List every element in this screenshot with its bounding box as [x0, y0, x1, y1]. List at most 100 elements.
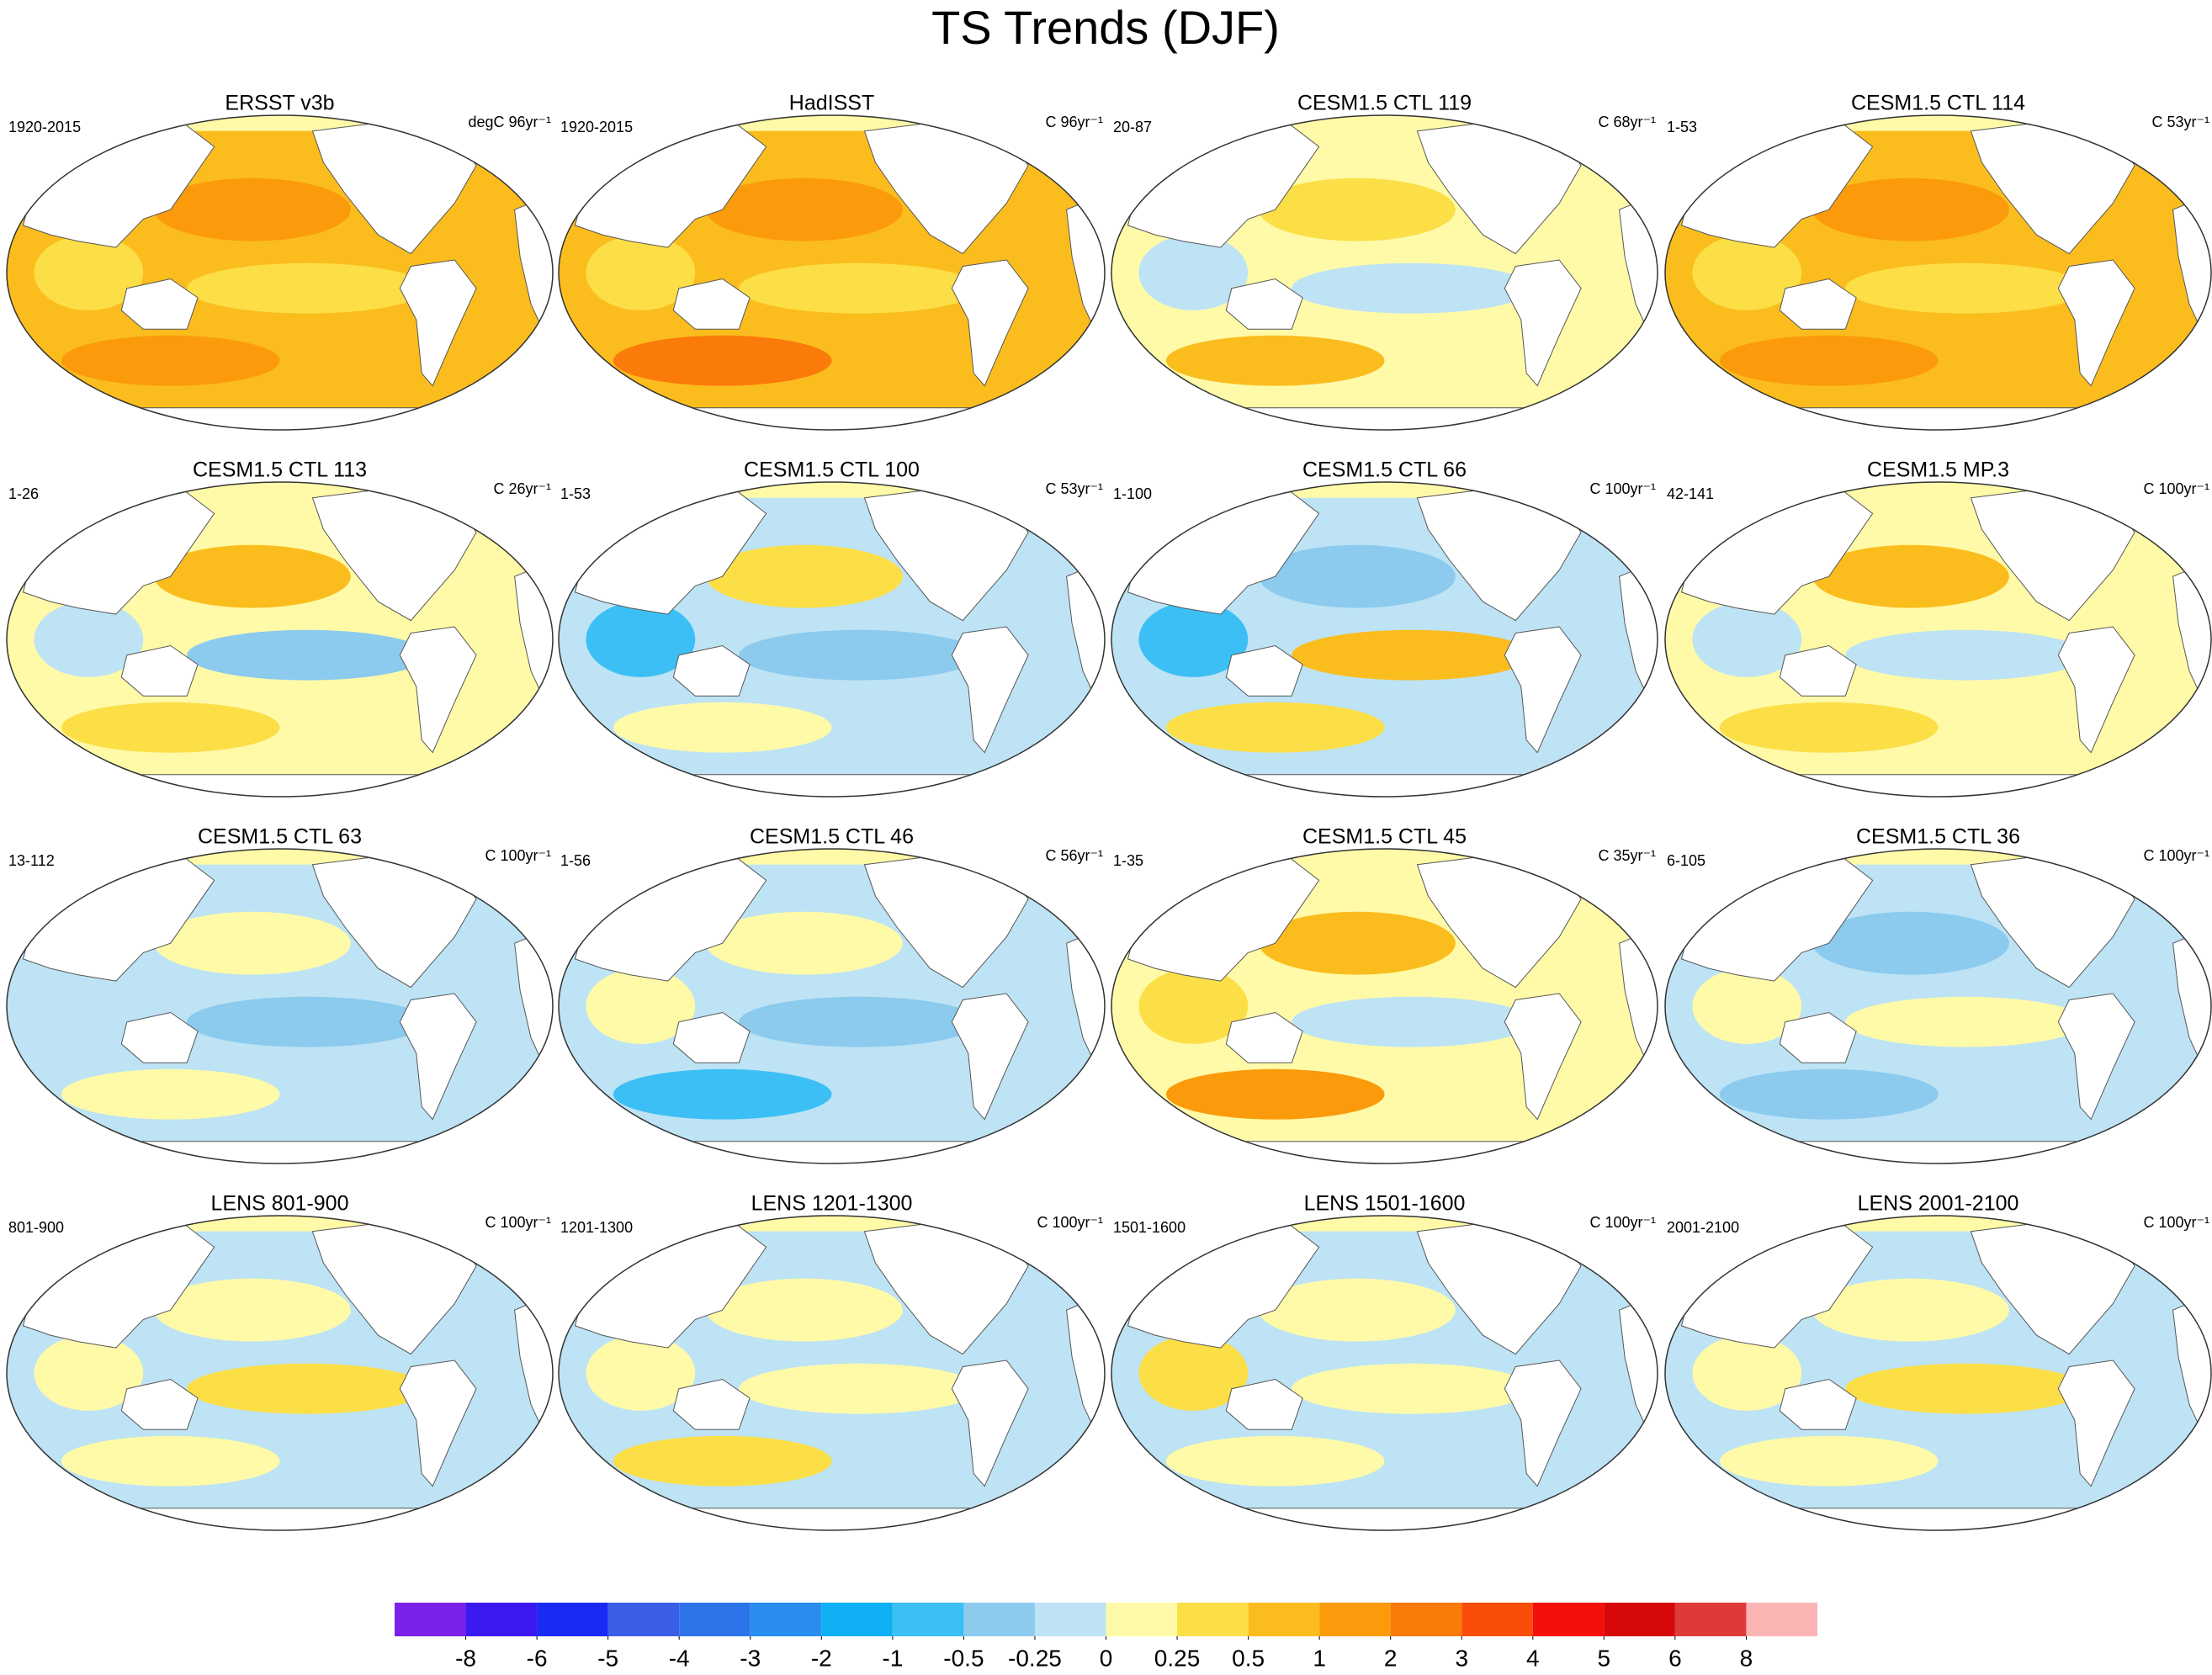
map-border	[1664, 1215, 2212, 1531]
field-patch	[61, 1435, 280, 1487]
colorbar-label: 1	[1313, 1645, 1326, 1671]
colorbar-label: 5	[1598, 1645, 1611, 1671]
field-patch	[1292, 629, 1532, 681]
panel-period: 13-112	[8, 852, 55, 869]
field-patch	[1292, 996, 1532, 1047]
land	[1504, 1360, 1582, 1487]
field-patch	[1692, 602, 1802, 677]
field-patch	[1845, 1363, 2086, 1414]
field-patch	[613, 702, 832, 753]
land	[120, 278, 199, 330]
panel-period: 1-100	[1113, 485, 1152, 502]
map-border	[1664, 481, 2212, 798]
figure-title: TS Trends (DJF)	[931, 1, 1280, 54]
panel-period: 1920-2015	[8, 119, 81, 135]
colorbar-box	[679, 1603, 751, 1636]
colorbar-label: -6	[527, 1645, 548, 1671]
land	[1504, 993, 1582, 1121]
land	[7, 1508, 553, 1530]
land	[2057, 626, 2135, 754]
colorbar-box	[1106, 1603, 1178, 1636]
panel-units: C 53yr⁻¹	[1045, 480, 1103, 497]
colorbar-box	[1674, 1603, 1747, 1636]
land	[7, 774, 553, 797]
map-border	[558, 848, 1106, 1164]
panel-title: CESM1.5 CTL 66	[1302, 459, 1467, 482]
arctic	[7, 482, 553, 498]
field-patch	[154, 178, 351, 241]
colorbar-label: 0.5	[1232, 1645, 1265, 1671]
land	[120, 1378, 199, 1430]
colorbar-box	[465, 1603, 538, 1636]
field-patch	[1845, 629, 2086, 681]
land	[1111, 1508, 1658, 1530]
panel-title: CESM1.5 CTL 119	[1297, 92, 1472, 115]
panel-units: C 26yr⁻¹	[493, 480, 551, 497]
field-patch	[1692, 1335, 1802, 1411]
land	[1665, 1508, 2211, 1530]
field-patch	[61, 702, 280, 753]
land	[399, 626, 477, 754]
map-panel	[559, 482, 1105, 797]
field-patch	[706, 544, 903, 608]
field-patch	[1259, 178, 1456, 241]
panel-title: CESM1.5 CTL 46	[750, 825, 914, 849]
panel-title: CESM1.5 CTL 114	[1851, 92, 2025, 115]
land	[1779, 644, 1857, 697]
field-patch	[586, 602, 696, 677]
map-border	[6, 114, 554, 431]
map-border	[558, 481, 1106, 798]
field-patch	[1812, 1278, 2009, 1342]
panel-period: 1201-1300	[560, 1219, 633, 1236]
field-patch	[1165, 1435, 1385, 1487]
arctic	[1665, 115, 2211, 131]
panel-title: ERSST v3b	[225, 92, 334, 115]
map-panel	[1111, 849, 1658, 1163]
map-border	[1664, 114, 2212, 431]
panel-units: C 100yr⁻¹	[1589, 1214, 1656, 1231]
field-patch	[1692, 235, 1802, 310]
land	[559, 1508, 1105, 1530]
field-patch	[1719, 1068, 1939, 1120]
panel-period: 1-26	[8, 485, 39, 502]
field-patch	[154, 911, 351, 975]
panel-title: LENS 801-900	[210, 1192, 348, 1216]
panel-units: C 53yr⁻¹	[2151, 114, 2209, 130]
field-patch	[187, 262, 427, 314]
field-patch	[586, 235, 696, 310]
colorbar-box	[395, 1603, 466, 1636]
panel-title: LENS 1501-1600	[1304, 1192, 1466, 1216]
panel-units: C 56yr⁻¹	[1045, 847, 1103, 864]
land	[1225, 644, 1303, 697]
panel-period: 1-56	[560, 852, 591, 869]
field-patch	[187, 996, 427, 1047]
colorbar-label: -0.25	[1008, 1645, 1062, 1671]
map-panel	[1665, 1216, 2211, 1530]
field-patch	[1138, 1335, 1249, 1411]
land	[951, 993, 1029, 1121]
field-patch	[1812, 178, 2009, 241]
panel-units: C 96yr⁻¹	[1045, 114, 1103, 130]
map-panel	[559, 115, 1105, 430]
colorbar-box	[1319, 1603, 1391, 1636]
panel-title: CESM1.5 CTL 100	[744, 459, 920, 482]
arctic	[559, 849, 1105, 865]
colorbar-label: -5	[597, 1645, 618, 1671]
field-patch	[1138, 968, 1249, 1044]
panel-units: C 100yr⁻¹	[2143, 847, 2209, 864]
land	[559, 1141, 1105, 1163]
colorbar-label: -2	[811, 1645, 832, 1671]
arctic	[1111, 482, 1658, 498]
panel-period: 6-105	[1667, 852, 1705, 869]
map-panel	[1665, 115, 2211, 430]
land	[1504, 259, 1582, 387]
panel-units: C 35yr⁻¹	[1598, 847, 1656, 864]
land	[672, 644, 751, 697]
map-panel	[1111, 115, 1658, 430]
land	[1225, 1378, 1303, 1430]
map-panel	[7, 482, 553, 797]
arctic	[559, 1216, 1105, 1232]
field-patch	[1719, 335, 1939, 386]
colorbar-label: 2	[1384, 1645, 1398, 1671]
land	[7, 1141, 553, 1163]
